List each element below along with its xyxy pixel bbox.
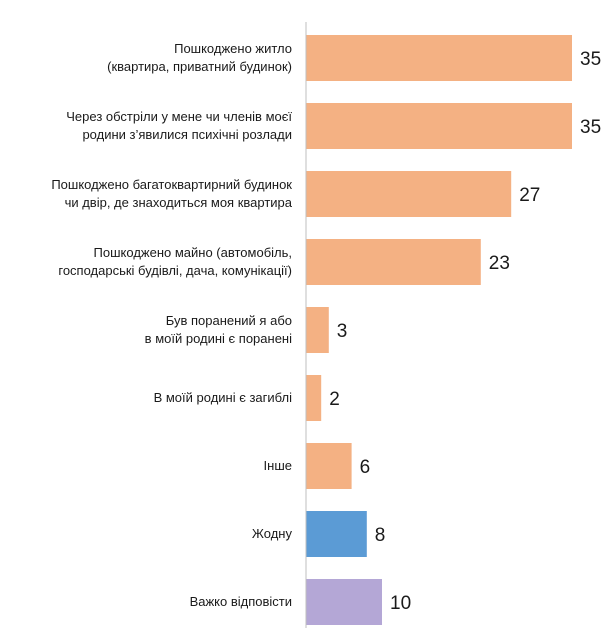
value-label-6: 6: [360, 457, 371, 478]
category-label-line: Пошкоджено багатоквартирний будинок: [51, 177, 292, 192]
category-label-line: Інше: [264, 458, 292, 473]
category-label-4: Був поранений я або в моїй родині є поран…: [145, 313, 292, 346]
category-label-line: Важко відповісти: [190, 594, 292, 609]
category-label-line: Пошкоджено майно (автомобіль,: [94, 245, 292, 260]
value-label-8: 10: [390, 593, 411, 614]
value-label-2: 27: [519, 185, 540, 206]
value-label-4: 3: [337, 321, 348, 342]
category-label-1: Через обстріли у мене чи членів моєї роди…: [66, 109, 292, 142]
bar-3: [306, 239, 481, 285]
bar-4: [306, 307, 329, 353]
category-label-8: Важко відповісти: [190, 594, 292, 609]
category-label-line: господарські будівлі, дача, комунікації): [58, 263, 292, 278]
bar-6: [306, 443, 352, 489]
value-label-7: 8: [375, 525, 386, 546]
value-label-0: 35: [580, 49, 601, 70]
bar-7: [306, 511, 367, 557]
value-label-1: 35: [580, 117, 601, 138]
category-label-line: Жодну: [252, 526, 293, 541]
category-label-line: В моїй родині є загиблі: [154, 390, 293, 405]
category-label-0: Пошкоджено житло (квартира, приватний буд…: [107, 41, 292, 74]
category-label-2: Пошкоджено багатоквартирний будинок чи дв…: [51, 177, 292, 210]
category-label-line: Пошкоджено житло: [174, 41, 292, 56]
category-label-6: Інше: [264, 458, 292, 473]
bar-2: [306, 171, 512, 217]
category-label-line: чи двір, де знаходиться моя квартира: [65, 195, 293, 210]
category-label-line: в моїй родині є поранені: [145, 331, 292, 346]
category-label-line: Через обстріли у мене чи членів моєї: [66, 109, 292, 124]
category-label-5: В моїй родині є загиблі: [154, 390, 293, 405]
bar-0: [306, 35, 572, 81]
category-label-line: (квартира, приватний будинок): [107, 59, 292, 74]
value-label-3: 23: [489, 253, 510, 274]
category-label-7: Жодну: [252, 526, 293, 541]
bar-5: [306, 375, 322, 421]
category-label-line: Був поранений я або: [166, 313, 292, 328]
bar-8: [306, 579, 382, 625]
category-label-line: родини з’явилися психічні розлади: [82, 127, 292, 142]
value-label-5: 2: [329, 389, 340, 410]
category-label-3: Пошкоджено майно (автомобіль, господарськ…: [58, 245, 292, 278]
bar-1: [306, 103, 572, 149]
